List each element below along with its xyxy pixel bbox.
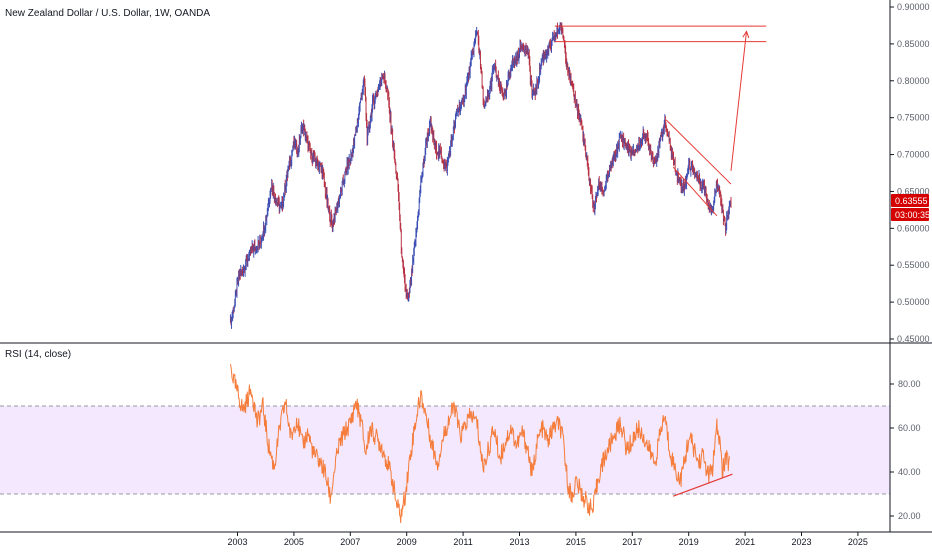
time-tick-label: 2023 bbox=[791, 537, 811, 547]
target-arrow[interactable] bbox=[730, 31, 748, 171]
bar-countdown: 03:00:35 bbox=[895, 210, 930, 220]
time-tick-label: 2015 bbox=[566, 537, 586, 547]
rsi-divergence-line[interactable] bbox=[672, 473, 733, 497]
rsi-tick-label: 80.00 bbox=[898, 379, 921, 389]
trend-line[interactable] bbox=[672, 166, 718, 217]
time-axis[interactable]: 2003 2005 2007 2009 2011 2013 2015 2017 2019 2021… bbox=[227, 532, 868, 547]
price-tick-label: 0.75000 bbox=[897, 113, 930, 123]
rsi-axis[interactable]: 80.00 60.00 40.00 20.00 bbox=[890, 379, 921, 521]
price-tick-label: 0.90000 bbox=[897, 2, 930, 12]
countdown-badge bbox=[891, 208, 929, 221]
rsi-tick-label: 20.00 bbox=[898, 511, 921, 521]
rsi-line bbox=[229, 364, 730, 524]
time-tick-label: 2009 bbox=[397, 537, 417, 547]
price-tick-label: 0.50000 bbox=[897, 297, 930, 307]
rsi-title: RSI (14, close) bbox=[5, 349, 71, 360]
price-tick-label: 0.80000 bbox=[897, 76, 930, 86]
time-tick-label: 2019 bbox=[679, 537, 699, 547]
rsi-tick-label: 60.00 bbox=[898, 423, 921, 433]
price-axis[interactable]: 0.90000 0.85000 0.80000 0.75000 0.70000 0.650… bbox=[890, 2, 930, 344]
price-tick-label: 0.45000 bbox=[897, 334, 930, 344]
time-tick-label: 2021 bbox=[735, 537, 755, 547]
price-tick-label: 0.70000 bbox=[897, 150, 930, 160]
time-tick-label: 2005 bbox=[284, 537, 304, 547]
trend-line[interactable] bbox=[665, 119, 732, 185]
last-price-value: 0.63555 bbox=[895, 196, 928, 206]
time-tick-label: 2017 bbox=[622, 537, 642, 547]
time-tick-label: 2013 bbox=[509, 537, 529, 547]
price-tick-label: 0.60000 bbox=[897, 223, 930, 233]
price-tick-label: 0.85000 bbox=[897, 39, 930, 49]
rsi-layer bbox=[229, 364, 730, 524]
candles-layer bbox=[229, 22, 732, 329]
price-tick-label: 0.55000 bbox=[897, 260, 930, 270]
chart-title: New Zealand Dollar / U.S. Dollar, 1W, OA… bbox=[5, 8, 210, 19]
time-tick-label: 2025 bbox=[848, 537, 868, 547]
rsi-band bbox=[0, 406, 890, 494]
annotations-layer[interactable] bbox=[554, 25, 767, 497]
arrow-head bbox=[742, 30, 750, 39]
time-tick-label: 2007 bbox=[340, 537, 360, 547]
rsi-tick-label: 40.00 bbox=[898, 467, 921, 477]
time-tick-label: 2011 bbox=[453, 537, 472, 547]
time-tick-label: 2003 bbox=[227, 537, 247, 547]
last-price-badge bbox=[891, 194, 929, 207]
price-tick-label: 0.65000 bbox=[897, 186, 930, 196]
